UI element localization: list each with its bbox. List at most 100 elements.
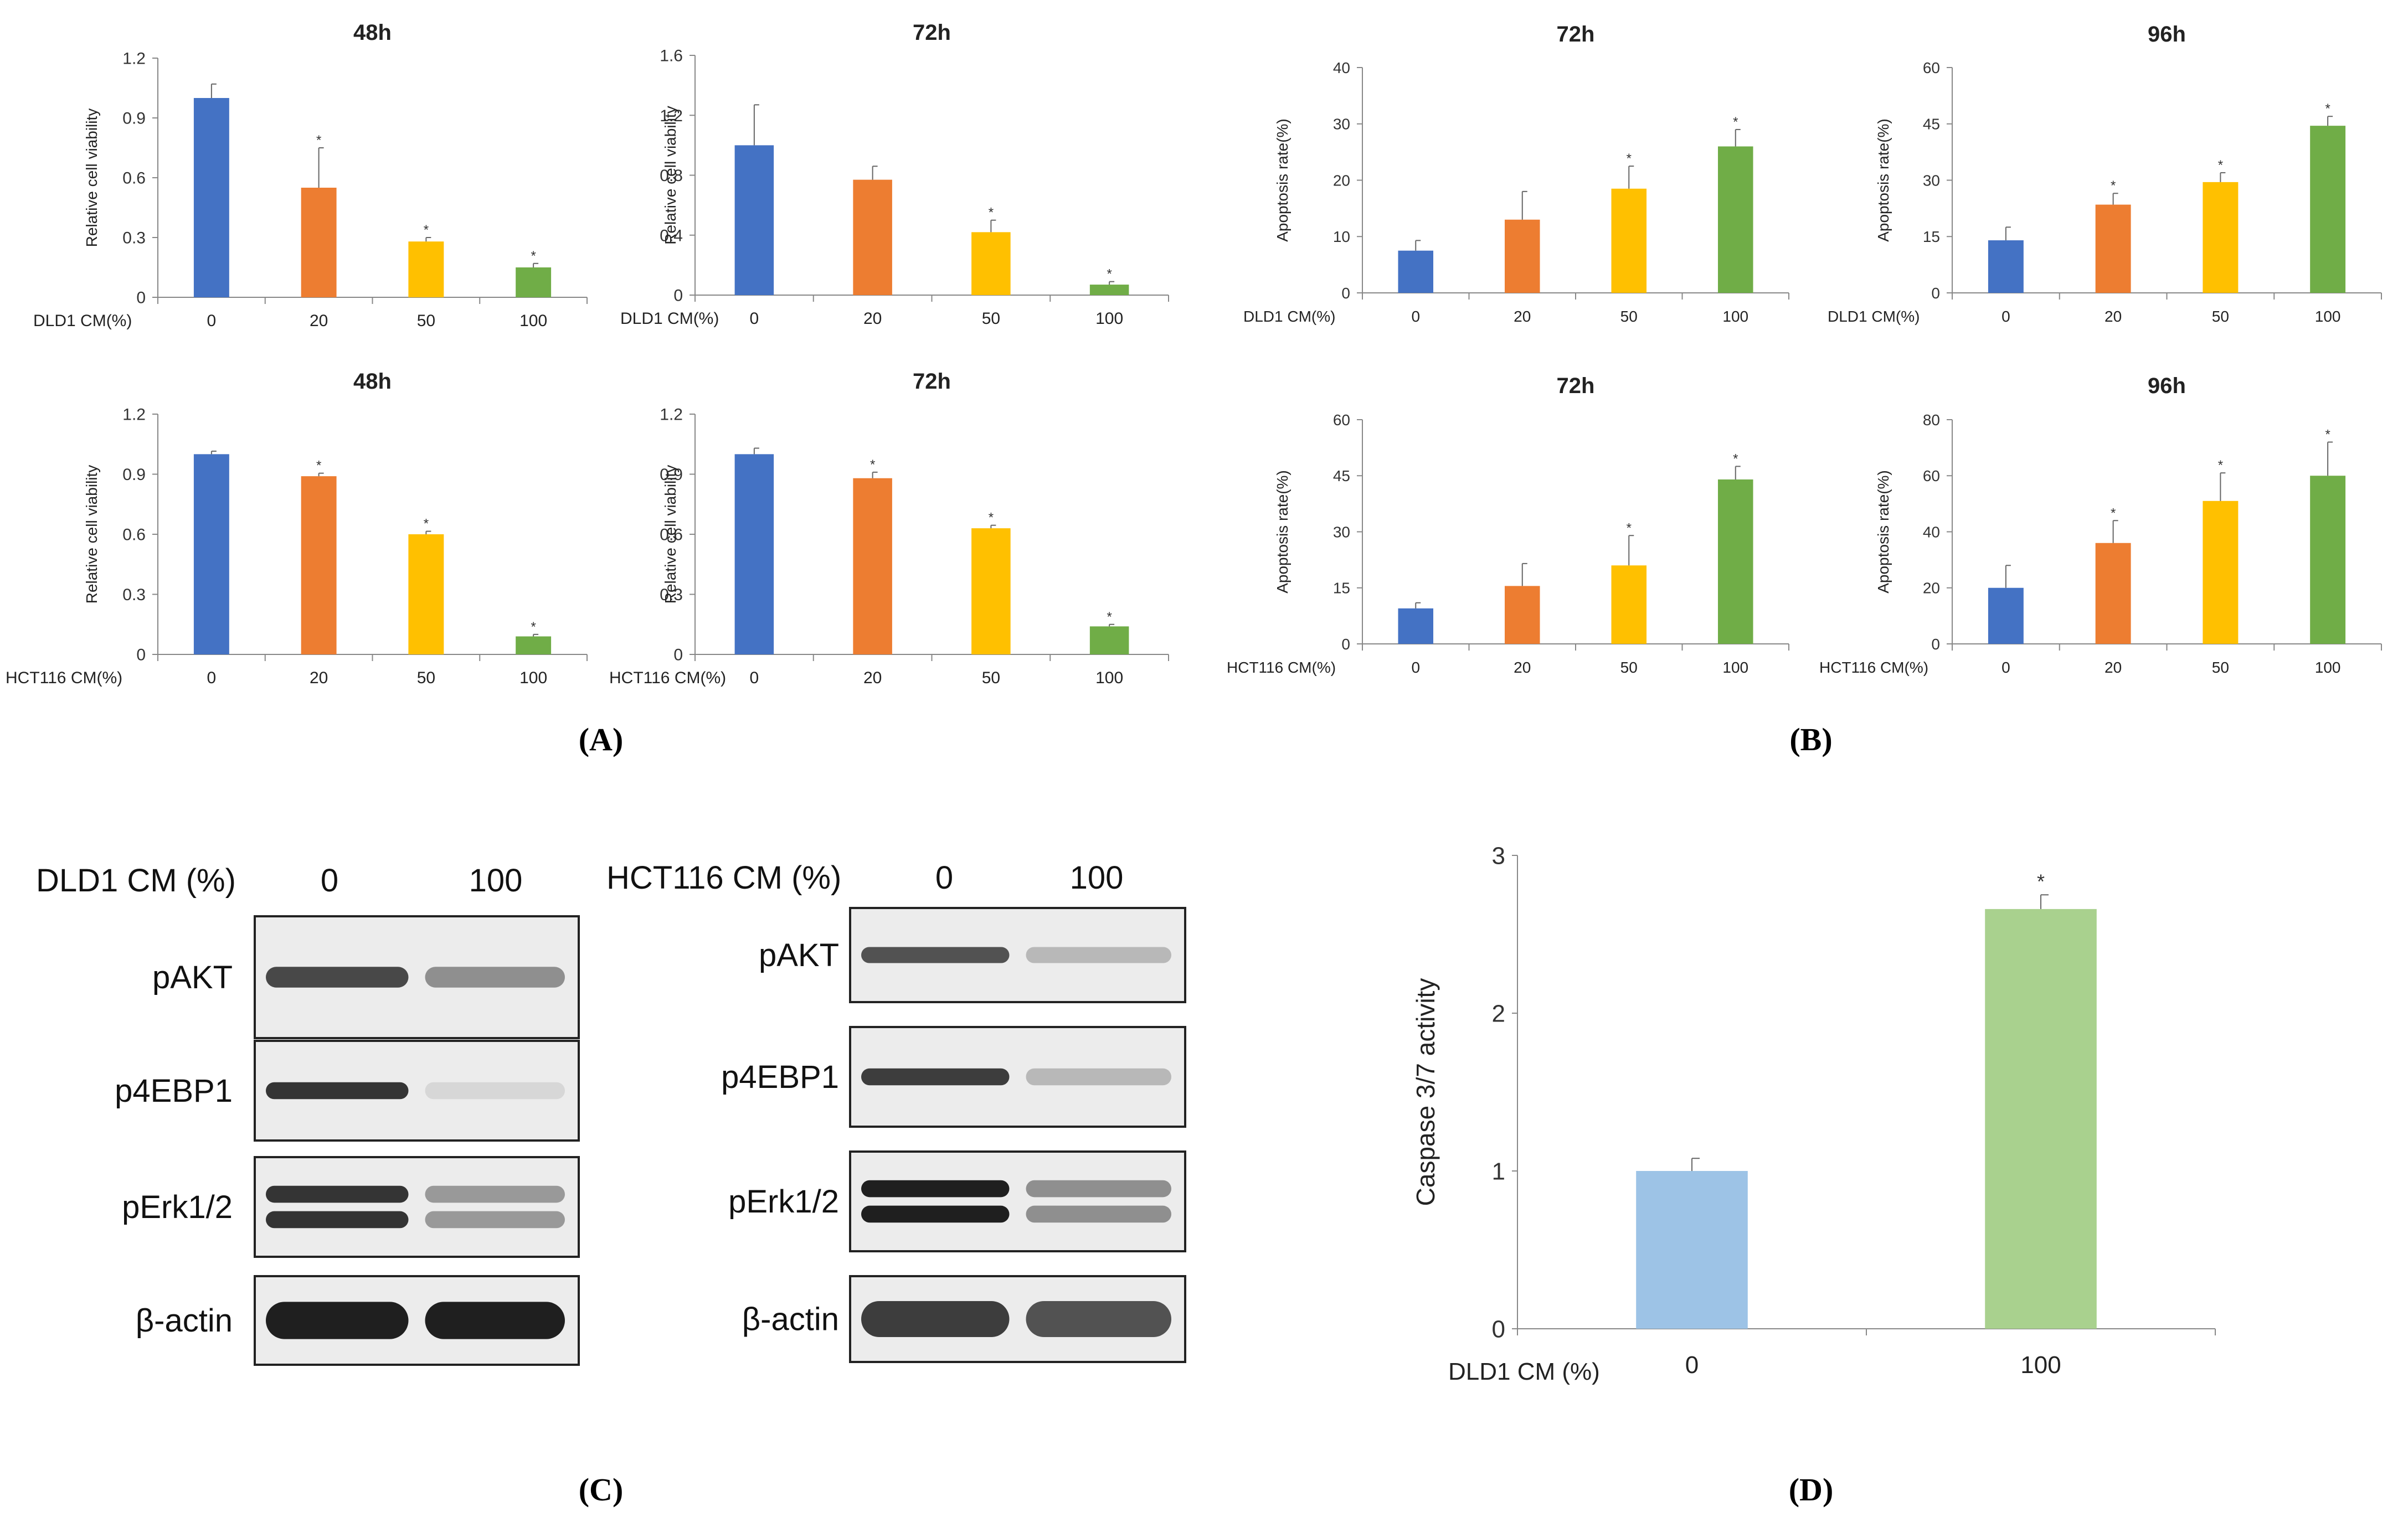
panel-label-c: (C) bbox=[579, 1472, 624, 1508]
panel-label-d: (D) bbox=[1789, 1472, 1834, 1508]
blot-band bbox=[425, 967, 565, 988]
significance-star: * bbox=[2218, 458, 2223, 473]
blot-band bbox=[861, 947, 1010, 963]
blot-box bbox=[849, 1150, 1186, 1252]
bar bbox=[301, 188, 337, 297]
bar bbox=[1611, 188, 1647, 293]
blot-band bbox=[266, 1302, 409, 1339]
blot-band bbox=[1026, 1068, 1171, 1086]
y-tick-label: 1.2 bbox=[122, 406, 146, 424]
significance-star: * bbox=[424, 517, 429, 532]
chart-title: 72h bbox=[1557, 22, 1595, 47]
significance-star: * bbox=[316, 458, 321, 473]
significance-star: * bbox=[1733, 451, 1738, 466]
blot-band bbox=[425, 1082, 565, 1100]
chart-a1: 48h 0 0.3 0.6 0.9 1.2 0 * 20 * 50 * 100 DLD1 CM(%) Rel… bbox=[33, 20, 588, 330]
bar bbox=[2095, 543, 2131, 644]
x-axis-label: DLD1 CM(%) bbox=[1243, 308, 1335, 325]
y-tick-label: 0.9 bbox=[122, 466, 146, 484]
chart-b2: 96h 0 15 30 45 60 0 * 20 * 50 * 100 DLD1 CM(%) Apoptos… bbox=[1828, 22, 2382, 325]
y-tick-label: 1.2 bbox=[660, 406, 683, 424]
x-axis-label: DLD1 CM(%) bbox=[1828, 308, 1920, 325]
y-tick-label: 45 bbox=[1923, 116, 1940, 133]
y-tick-label: 10 bbox=[1333, 228, 1350, 245]
y-axis-label: Apoptosis rate(%) bbox=[1875, 470, 1892, 594]
significance-star: * bbox=[2218, 158, 2223, 173]
bar bbox=[1988, 587, 2024, 644]
significance-star: * bbox=[1627, 151, 1632, 166]
y-axis-label: Apoptosis rate(%) bbox=[1875, 118, 1892, 242]
bar bbox=[734, 145, 774, 295]
chart-title: 72h bbox=[1557, 374, 1595, 398]
bar bbox=[1717, 479, 1753, 644]
y-tick-label: 15 bbox=[1923, 228, 1940, 245]
western-blot-c1: DLD1 CM (%) 0 100 pAKT p4EBP1 pErk1/2 β-actin bbox=[36, 863, 580, 1366]
blot-band bbox=[861, 1301, 1010, 1338]
significance-star: * bbox=[2111, 178, 2116, 193]
bar bbox=[1504, 219, 1540, 293]
x-tick-label: 0 bbox=[2001, 308, 2010, 325]
significance-star: * bbox=[1107, 610, 1112, 625]
significance-star: * bbox=[1733, 115, 1738, 130]
blot-row-label: pErk1/2 bbox=[122, 1189, 233, 1225]
x-tick-label: 50 bbox=[1620, 659, 1638, 676]
y-tick-label: 0 bbox=[673, 646, 683, 664]
chart-a3: 48h 0 0.3 0.6 0.9 1.2 0 * 20 * 50 * 100 HCT116 CM(%) R… bbox=[6, 369, 588, 687]
bar bbox=[1089, 626, 1129, 654]
bar bbox=[2310, 476, 2346, 644]
blot-row-label: pAKT bbox=[759, 937, 839, 973]
significance-star: * bbox=[1627, 520, 1632, 535]
y-axis-label: Relative cell viability bbox=[662, 465, 679, 604]
x-tick-label: 100 bbox=[519, 312, 547, 330]
x-tick-label: 50 bbox=[417, 669, 435, 687]
x-tick-label: 0 bbox=[750, 669, 759, 687]
x-axis-label: DLD1 CM(%) bbox=[620, 309, 719, 328]
y-tick-label: 1.6 bbox=[660, 47, 683, 65]
x-axis-label: DLD1 CM(%) bbox=[33, 312, 132, 330]
x-tick-label: 20 bbox=[310, 669, 328, 687]
x-tick-label: 100 bbox=[1722, 308, 1748, 325]
y-tick-label: 2 bbox=[1492, 1000, 1505, 1027]
y-tick-label: 0 bbox=[136, 289, 146, 307]
y-tick-label: 60 bbox=[1333, 411, 1350, 429]
blot-band bbox=[266, 967, 409, 988]
blot-band bbox=[266, 1185, 409, 1203]
bar bbox=[1504, 586, 1540, 644]
y-tick-label: 30 bbox=[1333, 116, 1350, 133]
blot-header-label: DLD1 CM (%) bbox=[36, 863, 236, 899]
y-tick-label: 40 bbox=[1333, 59, 1350, 76]
bar bbox=[971, 232, 1011, 295]
y-tick-label: 3 bbox=[1492, 842, 1505, 869]
blot-band bbox=[425, 1302, 565, 1339]
x-tick-label: 20 bbox=[2105, 659, 2122, 676]
y-tick-label: 0.3 bbox=[122, 229, 146, 247]
x-tick-label: 20 bbox=[310, 312, 328, 330]
chart-title: 72h bbox=[913, 20, 951, 45]
blot-band bbox=[425, 1211, 565, 1229]
x-tick-label: 100 bbox=[2020, 1351, 2061, 1379]
blot-band bbox=[1026, 947, 1171, 963]
x-axis-label: HCT116 CM(%) bbox=[6, 669, 122, 687]
chart-title: 48h bbox=[353, 369, 392, 394]
x-tick-label: 50 bbox=[2212, 659, 2229, 676]
chart-b4: 96h 0 20 40 60 80 0 * 20 * 50 * 100 HCT116 CM(%) Apopt… bbox=[1819, 374, 2382, 676]
y-tick-label: 60 bbox=[1923, 59, 1940, 76]
y-tick-label: 60 bbox=[1923, 467, 1940, 484]
blot-row-label: pAKT bbox=[152, 959, 233, 995]
x-tick-label: 100 bbox=[519, 669, 547, 687]
y-tick-label: 0 bbox=[1341, 285, 1350, 302]
blot-band bbox=[1026, 1180, 1171, 1198]
x-tick-label: 0 bbox=[1411, 659, 1420, 676]
chart-title: 48h bbox=[353, 20, 392, 45]
significance-star: * bbox=[989, 205, 994, 220]
bar bbox=[408, 241, 444, 297]
significance-star: * bbox=[424, 223, 429, 238]
x-tick-label: 0 bbox=[207, 312, 217, 330]
x-axis-label: HCT116 CM(%) bbox=[1819, 659, 1928, 676]
bar bbox=[1717, 146, 1753, 293]
bar bbox=[193, 98, 229, 297]
y-tick-label: 0.6 bbox=[660, 526, 683, 544]
blot-band bbox=[1026, 1301, 1171, 1338]
y-tick-label: 40 bbox=[1923, 523, 1940, 540]
